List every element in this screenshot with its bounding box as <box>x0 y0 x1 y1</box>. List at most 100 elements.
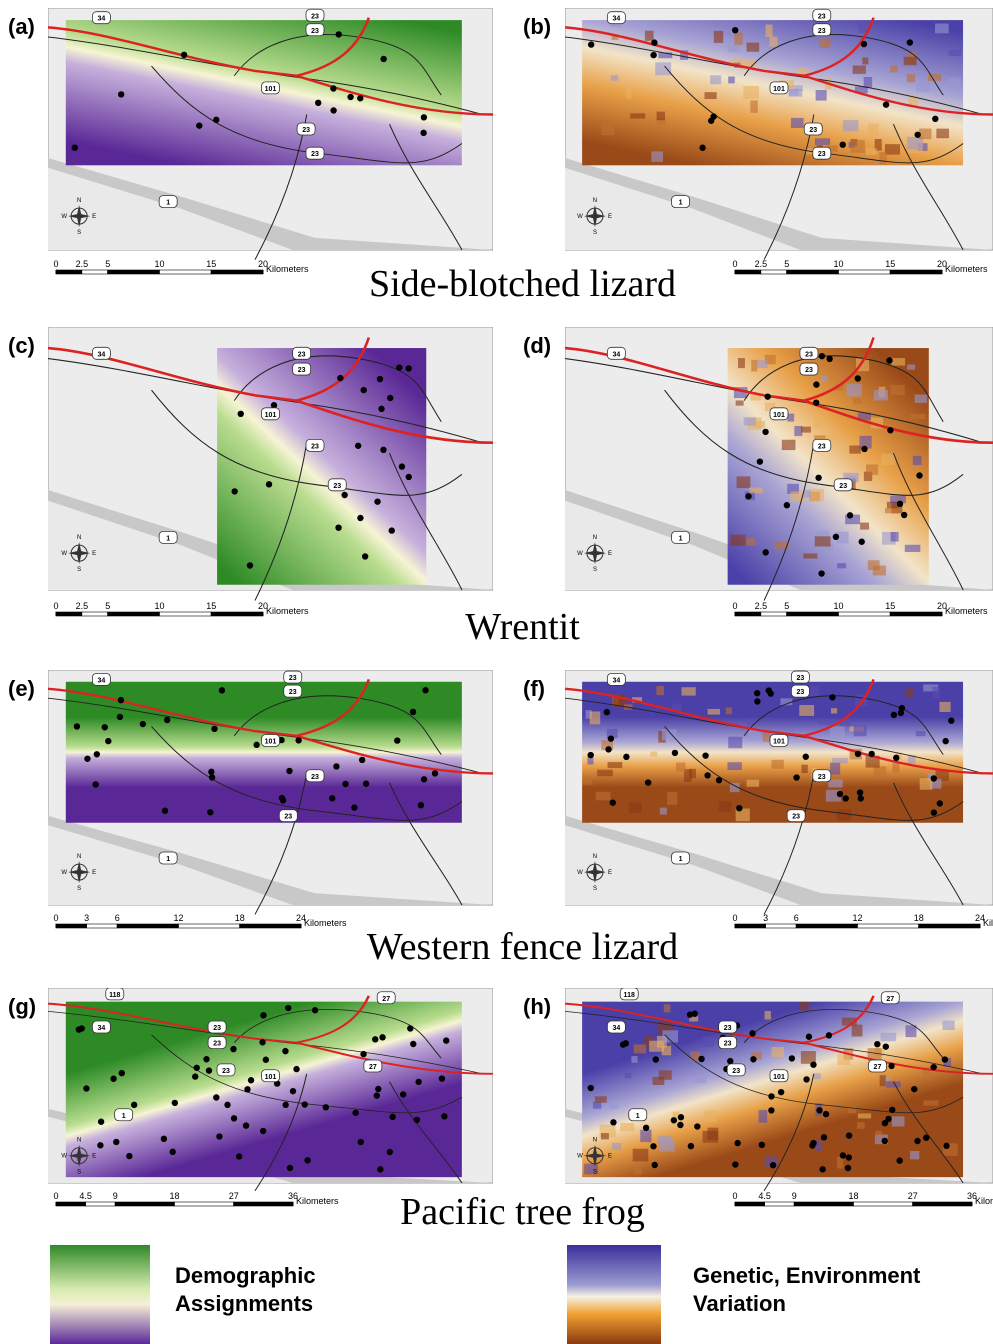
sample-site <box>243 1122 249 1128</box>
raster-cell <box>658 1136 672 1144</box>
raster-cell <box>631 1056 637 1063</box>
scale-tick-label: 4.5 <box>758 1191 771 1201</box>
sample-site <box>358 1139 364 1145</box>
sample-site <box>335 524 341 530</box>
sample-site <box>620 1041 626 1047</box>
raster-cell <box>880 1075 886 1086</box>
sample-site <box>213 1094 219 1100</box>
scale-unit: Kilometers <box>266 606 309 616</box>
sample-site <box>161 1136 167 1142</box>
sample-site <box>377 1166 383 1172</box>
sample-site <box>943 1143 949 1149</box>
raster-cell <box>815 1139 822 1151</box>
highway-shield: 1 <box>672 852 690 864</box>
sample-site <box>692 1011 698 1017</box>
scale-segment <box>240 924 301 928</box>
scale-segment <box>794 1202 853 1206</box>
raster-cell <box>662 729 677 740</box>
sample-site <box>374 1092 380 1098</box>
highway-shield: 23 <box>813 770 831 782</box>
scale-segment <box>108 270 160 274</box>
sample-site <box>337 375 343 381</box>
sample-site <box>911 1086 917 1092</box>
scale-segment <box>765 1202 795 1206</box>
shield-label: 23 <box>839 483 847 490</box>
sample-site <box>931 809 937 815</box>
sample-site <box>131 1102 137 1108</box>
raster-cell <box>843 120 859 131</box>
scale-segment <box>87 924 118 928</box>
highway-shield: 23 <box>813 9 831 21</box>
shield-label: 23 <box>311 443 319 450</box>
scale-tick-label: 5 <box>784 259 789 269</box>
sample-site <box>351 804 357 810</box>
raster-cell <box>714 31 723 43</box>
sample-site <box>263 1057 269 1063</box>
raster-cell <box>923 1100 938 1105</box>
sample-site <box>422 687 428 693</box>
raster-cell <box>719 801 731 812</box>
raster-cell <box>859 24 868 33</box>
scale-segment <box>735 1202 765 1206</box>
sample-site <box>734 1140 740 1146</box>
raster-cell <box>736 400 744 405</box>
sample-site <box>815 475 821 481</box>
scale-tick-label: 0 <box>732 601 737 611</box>
sample-site <box>380 447 386 453</box>
compass-letter: N <box>593 198 597 204</box>
sample-site <box>400 1091 406 1097</box>
sample-site <box>259 1039 265 1045</box>
highway-shield: 1 <box>629 1109 647 1121</box>
raster-cell <box>907 364 915 369</box>
sample-site <box>678 1114 684 1120</box>
raster-cell <box>801 427 811 433</box>
sample-site <box>803 754 809 760</box>
sample-site <box>819 1166 825 1172</box>
raster-cell <box>831 708 837 713</box>
raster-cell <box>891 358 905 366</box>
sample-site <box>282 1102 288 1108</box>
sample-site <box>588 1085 594 1091</box>
highway-shield: 1 <box>672 531 690 543</box>
panel-label: (f) <box>523 676 545 702</box>
sample-site <box>727 1058 733 1064</box>
raster-cell <box>935 24 949 34</box>
highway-shield: 23 <box>719 1037 737 1049</box>
sample-site <box>677 1122 683 1128</box>
compass-letter: S <box>77 1170 81 1176</box>
sample-site <box>650 52 656 58</box>
raster-cell <box>645 31 654 41</box>
sample-site <box>819 353 825 359</box>
highway-shield: 27 <box>377 992 395 1004</box>
sample-site <box>874 1041 880 1047</box>
sample-site <box>883 101 889 107</box>
scale-tick-label: 15 <box>206 601 216 611</box>
raster-cell <box>913 456 922 465</box>
sample-site <box>410 1041 416 1047</box>
sample-site <box>219 687 225 693</box>
sample-site <box>247 562 253 568</box>
raster-cell <box>746 538 755 545</box>
raster-cell <box>830 763 840 775</box>
shield-label: 23 <box>298 351 306 358</box>
raster-cell <box>765 25 772 37</box>
sample-site <box>749 1030 755 1036</box>
raster-cell <box>837 1054 850 1065</box>
map-panel: 34232310123231NWES036121824Kilometers <box>565 670 993 945</box>
sample-site <box>293 1066 299 1072</box>
scale-tick-label: 18 <box>848 1191 858 1201</box>
compass-letter: N <box>77 198 81 204</box>
raster-cell <box>765 1011 771 1019</box>
sample-site <box>377 376 383 382</box>
scale-tick-label: 0 <box>53 1191 58 1201</box>
sample-site <box>610 799 616 805</box>
shield-label: 101 <box>265 1074 277 1081</box>
sample-site <box>896 1157 902 1163</box>
raster-cell <box>759 1110 768 1123</box>
raster-cell <box>809 489 824 502</box>
raster-cell <box>629 803 642 814</box>
raster-cell <box>650 751 657 756</box>
raster-cell <box>662 1046 671 1055</box>
raster-cell <box>625 1073 632 1078</box>
highway-shield: 23 <box>800 347 818 359</box>
